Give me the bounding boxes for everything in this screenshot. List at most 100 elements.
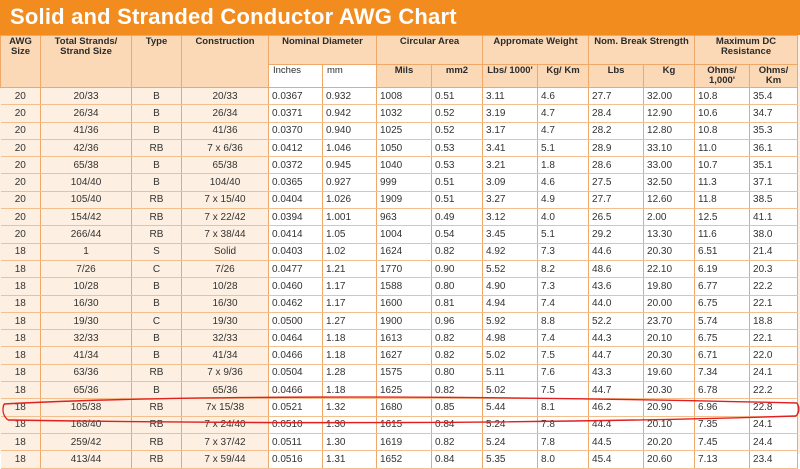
cell-weight-kg: 8.2	[537, 260, 590, 279]
cell-resistance-ohms-1000ft: 10.8	[694, 122, 751, 140]
header-break-strength: Nom. Break Strength	[588, 35, 696, 65]
cell-diameter-inches: 0.0477	[268, 260, 323, 279]
cell-break-lbs: 28.2	[588, 122, 645, 140]
cell-type: C	[131, 312, 182, 331]
cell-weight-lbs: 4.98	[482, 329, 539, 348]
table-row: 20 41/36 B 41/36 0.0370 0.940 1025 0.52 3.17 4.7 2…	[0, 122, 799, 140]
cell-awg-size: 20	[0, 208, 41, 227]
cell-weight-kg: 7.8	[537, 416, 590, 434]
header-type: Type	[131, 35, 182, 88]
cell-break-kg: 20.30	[643, 243, 696, 261]
cell-weight-lbs: 4.92	[482, 243, 539, 261]
cell-awg-size: 18	[0, 312, 41, 331]
cell-area-mils: 1652	[376, 450, 432, 469]
cell-diameter-mm: 1.046	[322, 139, 377, 158]
cell-awg-size: 20	[0, 122, 41, 140]
cell-total-strands: 413/44	[40, 450, 132, 469]
cell-break-kg: 20.30	[643, 381, 696, 400]
cell-area-mm2: 0.85	[431, 398, 484, 417]
cell-diameter-mm: 0.940	[322, 122, 377, 140]
cell-resistance-ohms-km: 22.2	[749, 277, 799, 296]
cell-weight-kg: 8.0	[537, 450, 590, 469]
title-bar: Solid and Stranded Conductor AWG Chart	[0, 0, 800, 35]
cell-break-lbs: 28.4	[588, 104, 645, 123]
cell-type: RB	[131, 225, 182, 244]
cell-area-mm2: 0.82	[431, 346, 484, 365]
cell-total-strands: 1	[40, 243, 132, 261]
cell-construction: 7 x 6/36	[181, 139, 269, 158]
cell-resistance-ohms-1000ft: 7.35	[694, 416, 751, 434]
cell-construction: 41/34	[181, 346, 269, 365]
cell-area-mils: 1680	[376, 398, 432, 417]
cell-construction: 104/40	[181, 173, 269, 192]
cell-break-kg: 20.10	[643, 329, 696, 348]
cell-awg-size: 18	[0, 277, 41, 296]
cell-construction: 26/34	[181, 104, 269, 123]
table-row: 18 63/36 RB 7 x 9/36 0.0504 1.28 1575 0.80 5.11 7…	[0, 364, 799, 383]
cell-area-mm2: 0.82	[431, 329, 484, 348]
cell-break-kg: 33.10	[643, 139, 696, 158]
cell-construction: 32/33	[181, 329, 269, 348]
cell-diameter-inches: 0.0500	[268, 312, 323, 331]
cell-diameter-inches: 0.0370	[268, 122, 323, 140]
cell-area-mm2: 0.49	[431, 208, 484, 227]
cell-total-strands: 42/36	[40, 139, 132, 158]
cell-awg-size: 18	[0, 295, 41, 313]
cell-weight-kg: 1.8	[537, 156, 590, 175]
cell-type: S	[131, 243, 182, 261]
cell-resistance-ohms-km: 41.1	[749, 208, 799, 227]
cell-area-mils: 1040	[376, 156, 432, 175]
cell-area-mils: 1004	[376, 225, 432, 244]
cell-awg-size: 18	[0, 433, 41, 452]
cell-diameter-inches: 0.0511	[268, 433, 323, 452]
cell-break-kg: 12.80	[643, 122, 696, 140]
cell-resistance-ohms-1000ft: 12.5	[694, 208, 751, 227]
cell-weight-kg: 4.7	[537, 104, 590, 123]
cell-weight-kg: 7.4	[537, 295, 590, 313]
unit-lbs-per-1000ft: Lbs/ 1000'	[482, 64, 539, 88]
cell-total-strands: 63/36	[40, 364, 132, 383]
cell-area-mm2: 0.52	[431, 104, 484, 123]
cell-area-mils: 1619	[376, 433, 432, 452]
cell-diameter-inches: 0.0403	[268, 243, 323, 261]
cell-break-kg: 22.10	[643, 260, 696, 279]
cell-total-strands: 104/40	[40, 173, 132, 192]
table-row: 20 104/40 B 104/40 0.0365 0.927 999 0.51 3.09 4.6…	[0, 173, 799, 192]
unit-mm2: mm2	[430, 64, 484, 88]
cell-weight-lbs: 3.41	[482, 139, 539, 158]
cell-construction: Solid	[181, 243, 269, 261]
cell-total-strands: 20/33	[40, 87, 132, 106]
cell-area-mm2: 0.84	[431, 416, 484, 434]
cell-break-kg: 20.00	[643, 295, 696, 313]
cell-resistance-ohms-1000ft: 11.0	[694, 139, 751, 158]
cell-weight-lbs: 5.35	[482, 450, 539, 469]
cell-area-mm2: 0.80	[431, 364, 484, 383]
cell-type: B	[131, 173, 182, 192]
cell-diameter-inches: 0.0394	[268, 208, 323, 227]
cell-area-mils: 999	[376, 173, 432, 192]
cell-resistance-ohms-km: 35.3	[749, 122, 799, 140]
cell-weight-kg: 4.0	[537, 208, 590, 227]
cell-area-mm2: 0.52	[431, 122, 484, 140]
cell-diameter-inches: 0.0510	[268, 416, 323, 434]
cell-resistance-ohms-km: 23.4	[749, 450, 799, 469]
table-row: 18 10/28 B 10/28 0.0460 1.17 1588 0.80 4.90 7.3 43…	[0, 277, 799, 296]
header-approximate-weight: Appromate Weight	[482, 35, 590, 65]
cell-awg-size: 20	[0, 87, 41, 106]
cell-break-kg: 33.00	[643, 156, 696, 175]
cell-construction: 65/38	[181, 156, 269, 175]
cell-awg-size: 18	[0, 260, 41, 279]
cell-diameter-mm: 1.17	[322, 295, 377, 313]
cell-resistance-ohms-1000ft: 7.45	[694, 433, 751, 452]
cell-diameter-mm: 1.05	[322, 225, 377, 244]
cell-break-lbs: 29.2	[588, 225, 645, 244]
awg-table-body: 20 20/33 B 20/33 0.0367 0.932 1008 0.51 3.11 4.6 2…	[0, 87, 799, 469]
cell-break-kg: 32.50	[643, 173, 696, 192]
cell-weight-lbs: 5.44	[482, 398, 539, 417]
cell-resistance-ohms-km: 38.0	[749, 225, 799, 244]
cell-type: RB	[131, 208, 182, 227]
cell-type: B	[131, 381, 182, 400]
cell-resistance-ohms-km: 35.1	[749, 156, 799, 175]
cell-break-lbs: 44.7	[588, 381, 645, 400]
cell-diameter-mm: 1.21	[322, 260, 377, 279]
